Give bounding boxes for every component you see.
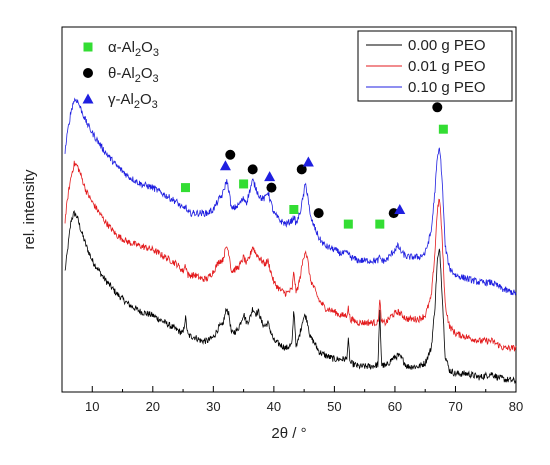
theta-marker-1 xyxy=(247,164,258,175)
phase-legend-label-1: θ-Al2O3 xyxy=(108,65,159,85)
alpha-marker-5 xyxy=(438,124,448,134)
theta-marker-0 xyxy=(225,149,236,160)
x-tick-label-80: 80 xyxy=(509,399,523,414)
gamma-marker-2 xyxy=(302,156,314,167)
x-tick-label-30: 30 xyxy=(206,399,220,414)
alpha-marker-0 xyxy=(180,183,190,193)
alpha-marker-4 xyxy=(375,219,385,229)
series-legend-label-2: 0.10 g PEO xyxy=(408,79,486,96)
phase-legend: α-Al2O3 θ-Al2O3 γ-Al2O3 xyxy=(82,39,159,111)
phase-legend-label-0: α-Al2O3 xyxy=(108,39,159,59)
alpha-marker-2 xyxy=(289,205,299,214)
alpha-marker-1 xyxy=(239,179,249,189)
gamma-marker-1 xyxy=(264,171,276,182)
x-tick-label-40: 40 xyxy=(267,399,281,414)
theta-marker-3 xyxy=(296,164,307,175)
phase-legend-marker-1 xyxy=(83,68,93,78)
x-axis-label: 2θ / ° xyxy=(271,425,306,442)
gamma-marker-3 xyxy=(394,204,406,214)
series-layer xyxy=(64,97,517,385)
series-line-1 xyxy=(64,160,517,353)
series-line-0 xyxy=(64,210,517,385)
series-legend: 0.00 g PEO 0.01 g PEO 0.10 g PEO xyxy=(357,30,513,102)
theta-marker-6 xyxy=(432,102,443,113)
x-tick-label-10: 10 xyxy=(85,399,99,414)
phase-legend-marker-0 xyxy=(83,42,93,52)
x-tick-label-20: 20 xyxy=(146,399,160,414)
phase-legend-marker-2 xyxy=(82,93,94,104)
x-axis: 10 20 30 40 50 60 70 80 xyxy=(85,386,523,414)
series-legend-label-1: 0.01 g PEO xyxy=(408,58,486,75)
x-tick-label-70: 70 xyxy=(448,399,462,414)
series-legend-label-0: 0.00 g PEO xyxy=(408,37,486,54)
phase-markers xyxy=(180,83,448,229)
y-axis-label: rel. intensity xyxy=(21,169,38,250)
series-legend-items: 0.00 g PEO 0.01 g PEO 0.10 g PEO xyxy=(366,37,486,96)
phase-legend-label-2: γ-Al2O3 xyxy=(108,91,158,111)
x-tick-label-50: 50 xyxy=(327,399,341,414)
x-tick-label-60: 60 xyxy=(388,399,402,414)
gamma-marker-0 xyxy=(219,160,231,171)
theta-marker-2 xyxy=(266,182,277,193)
series-line-2 xyxy=(64,97,517,296)
alpha-marker-3 xyxy=(343,219,353,229)
plot-frame xyxy=(61,26,517,393)
theta-marker-4 xyxy=(313,208,324,219)
